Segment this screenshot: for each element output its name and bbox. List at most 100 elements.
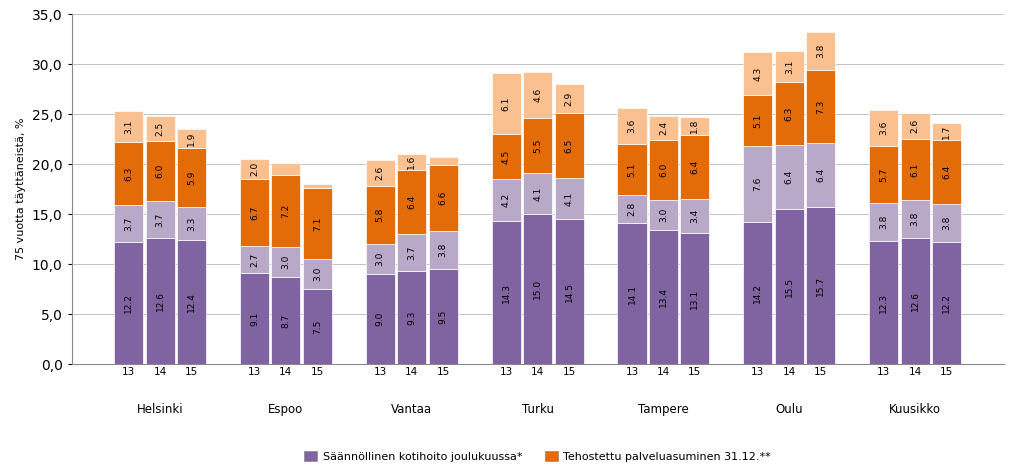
Text: 3.0: 3.0: [313, 267, 322, 282]
Text: 6.4: 6.4: [408, 195, 416, 209]
Bar: [145, 141, 174, 201]
Bar: [680, 233, 710, 364]
Text: 14.2: 14.2: [754, 283, 762, 303]
Text: 3.6: 3.6: [880, 121, 888, 135]
Legend: Säännöllinen kotihoito joulukuussa*, Omaishoidon tuki vuoden aikana, Tehostettu : Säännöllinen kotihoito joulukuussa*, Oma…: [300, 447, 775, 467]
Bar: [806, 207, 836, 364]
Text: 2.6: 2.6: [376, 166, 385, 180]
Text: 4.3: 4.3: [754, 66, 762, 81]
Text: 9.3: 9.3: [408, 311, 416, 325]
Bar: [680, 199, 710, 233]
Text: 14.1: 14.1: [628, 284, 637, 304]
Bar: [177, 240, 206, 364]
Text: 7.3: 7.3: [816, 99, 825, 114]
Text: 2.4: 2.4: [659, 121, 668, 135]
Text: 2.6: 2.6: [910, 119, 920, 133]
Text: 5.5: 5.5: [534, 138, 542, 153]
Text: 5.9: 5.9: [187, 170, 196, 185]
Text: 6.4: 6.4: [942, 165, 951, 179]
Bar: [901, 113, 930, 139]
Bar: [271, 163, 300, 175]
Bar: [649, 116, 678, 140]
Bar: [429, 231, 458, 269]
Text: 12.4: 12.4: [187, 292, 196, 312]
Text: 6.0: 6.0: [659, 163, 668, 177]
Bar: [271, 277, 300, 364]
Text: 4.6: 4.6: [534, 88, 542, 102]
Text: 4.1: 4.1: [534, 186, 542, 201]
Bar: [177, 129, 206, 148]
Text: 6.4: 6.4: [816, 168, 825, 182]
Text: 3.1: 3.1: [124, 120, 133, 134]
Bar: [114, 142, 143, 205]
Text: 6.6: 6.6: [438, 191, 447, 205]
Bar: [523, 214, 552, 364]
Bar: [145, 238, 174, 364]
Text: 12.2: 12.2: [124, 293, 133, 313]
Text: 15.0: 15.0: [534, 279, 542, 299]
Bar: [303, 188, 332, 259]
Text: 6.1: 6.1: [910, 163, 920, 177]
Bar: [271, 247, 300, 277]
Bar: [177, 148, 206, 207]
Bar: [397, 170, 426, 234]
Bar: [397, 154, 426, 170]
Text: Oulu: Oulu: [775, 403, 803, 416]
Bar: [869, 203, 898, 241]
Bar: [397, 271, 426, 364]
Bar: [303, 289, 332, 364]
Bar: [523, 118, 552, 173]
Text: 5.1: 5.1: [628, 163, 637, 177]
Text: 3.6: 3.6: [628, 119, 637, 133]
Text: 3.8: 3.8: [816, 44, 825, 58]
Bar: [775, 145, 804, 209]
Text: 9.0: 9.0: [376, 312, 385, 326]
Text: 2.5: 2.5: [156, 121, 165, 136]
Text: 7.2: 7.2: [282, 204, 291, 218]
Bar: [523, 173, 552, 214]
Bar: [743, 52, 772, 95]
Text: 3.8: 3.8: [942, 216, 951, 230]
Text: 3.4: 3.4: [690, 209, 699, 223]
Bar: [303, 184, 332, 188]
Text: Tampere: Tampere: [638, 403, 689, 416]
Text: 6.5: 6.5: [564, 138, 573, 153]
Text: 1.8: 1.8: [690, 119, 699, 133]
Text: 7.6: 7.6: [754, 177, 762, 191]
Text: 4.1: 4.1: [564, 191, 573, 206]
Text: 3.3: 3.3: [187, 217, 196, 231]
Bar: [523, 72, 552, 118]
Bar: [617, 223, 646, 364]
Text: 6.1: 6.1: [502, 96, 511, 111]
Y-axis label: 75 vuotta täyttäneistä, %: 75 vuotta täyttäneistä, %: [16, 118, 27, 261]
Text: 12.6: 12.6: [156, 291, 165, 311]
Text: 5.1: 5.1: [754, 113, 762, 128]
Text: Turku: Turku: [521, 403, 554, 416]
Bar: [901, 200, 930, 238]
Text: 1.6: 1.6: [408, 155, 416, 170]
Bar: [680, 117, 710, 135]
Text: Kuusikko: Kuusikko: [889, 403, 941, 416]
Bar: [743, 146, 772, 222]
Bar: [555, 113, 584, 178]
Bar: [743, 95, 772, 146]
Bar: [145, 201, 174, 238]
Bar: [806, 143, 836, 207]
Text: 7.1: 7.1: [313, 217, 322, 231]
Text: 2.8: 2.8: [628, 202, 637, 216]
Text: 5.8: 5.8: [376, 208, 385, 222]
Text: 3.1: 3.1: [784, 59, 794, 74]
Text: 6.4: 6.4: [784, 170, 794, 184]
Text: 3.8: 3.8: [910, 212, 920, 226]
Bar: [240, 246, 269, 273]
Bar: [617, 144, 646, 195]
Bar: [555, 84, 584, 113]
Bar: [869, 110, 898, 146]
Text: 3.7: 3.7: [124, 217, 133, 231]
Text: 12.2: 12.2: [942, 293, 951, 313]
Bar: [492, 134, 520, 179]
Text: 6.0: 6.0: [156, 164, 165, 178]
Text: 2.0: 2.0: [250, 162, 259, 176]
Bar: [240, 273, 269, 364]
Text: 8.7: 8.7: [282, 313, 291, 328]
